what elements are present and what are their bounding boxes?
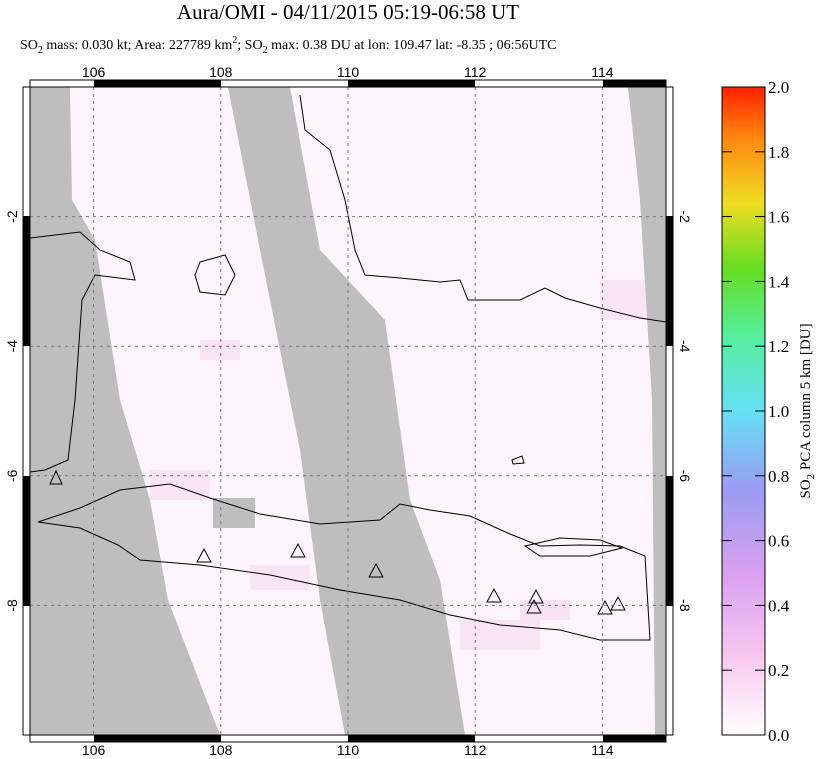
subtitle-part: mass: 0.030 kt; Area: 227789 km — [43, 38, 232, 53]
colorbar-label-part: SO — [798, 479, 814, 498]
subtitle-part: SO — [20, 38, 38, 53]
coastline — [299, 94, 666, 323]
y-tick-label: -4 — [4, 340, 20, 353]
y-tick-label: -8 — [677, 599, 693, 612]
no-data-swath — [228, 87, 465, 735]
subtitle-part: max: 0.38 DU at lon: 109.47 lat: -8.35 ;… — [268, 38, 557, 53]
colorbar-tick-label: 0.8 — [768, 467, 789, 486]
map-frame — [22, 79, 674, 743]
y-tick-label: -6 — [4, 469, 20, 482]
colorbar-label: SO2 PCA column 5 km [DU] — [798, 323, 817, 498]
colorbar-tick-label: 2.0 — [768, 78, 789, 97]
colorbar-tick-label: 0.2 — [768, 661, 789, 680]
superscript: 2 — [232, 35, 237, 46]
subtitle: SO2 mass: 0.030 kt; Area: 227789 km2; SO… — [20, 35, 557, 56]
colorbar-tick-label: 0.6 — [768, 532, 789, 551]
x-tick-label: 106 — [82, 742, 106, 758]
x-tick-label: 112 — [464, 742, 487, 758]
colorbar-tick-label: 1.4 — [768, 272, 790, 291]
subscript: 2 — [805, 474, 817, 480]
subscript: 2 — [263, 45, 268, 56]
colorbar-tick-label: 1.8 — [768, 143, 789, 162]
subscript: 2 — [38, 45, 43, 56]
y-tick-label: -6 — [677, 470, 693, 483]
y-tick-label: -2 — [4, 210, 20, 223]
x-tick-label: 114 — [591, 64, 614, 80]
subtitle-part: ; SO — [237, 38, 262, 53]
colorbar-tick-label: 1.6 — [768, 208, 789, 227]
y-tick-label: -8 — [4, 599, 20, 612]
coastline — [523, 537, 624, 557]
no-data-swath — [628, 87, 666, 735]
coastline — [194, 254, 236, 296]
x-tick-label: 114 — [591, 742, 614, 758]
x-tick-label: 110 — [337, 742, 360, 758]
volcanoes — [49, 469, 626, 615]
colorbar-tick-label: 0.4 — [768, 596, 790, 615]
x-tick-label: 108 — [209, 64, 233, 80]
graticule — [30, 87, 666, 735]
coastline — [37, 483, 651, 641]
y-tick-label: -4 — [677, 340, 693, 353]
colorbar-tick-label: 1.2 — [768, 337, 789, 356]
map — [30, 87, 666, 735]
coastline — [511, 455, 525, 465]
colorbar-tick-label: 1.0 — [768, 402, 789, 421]
colorbar-label-part: PCA column 5 km [DU] — [798, 323, 814, 473]
colorbar-tick-label: 0.0 — [768, 726, 789, 745]
title: Aura/OMI - 04/11/2015 05:19-06:58 UT — [177, 0, 519, 24]
x-tick-label: 106 — [82, 64, 106, 80]
y-tick-label: -2 — [677, 210, 693, 223]
x-tick-label: 110 — [337, 64, 360, 80]
no-data-swath — [30, 87, 220, 735]
x-tick-label: 112 — [464, 64, 487, 80]
x-tick-label: 108 — [209, 742, 233, 758]
no-data-swath — [213, 498, 255, 528]
